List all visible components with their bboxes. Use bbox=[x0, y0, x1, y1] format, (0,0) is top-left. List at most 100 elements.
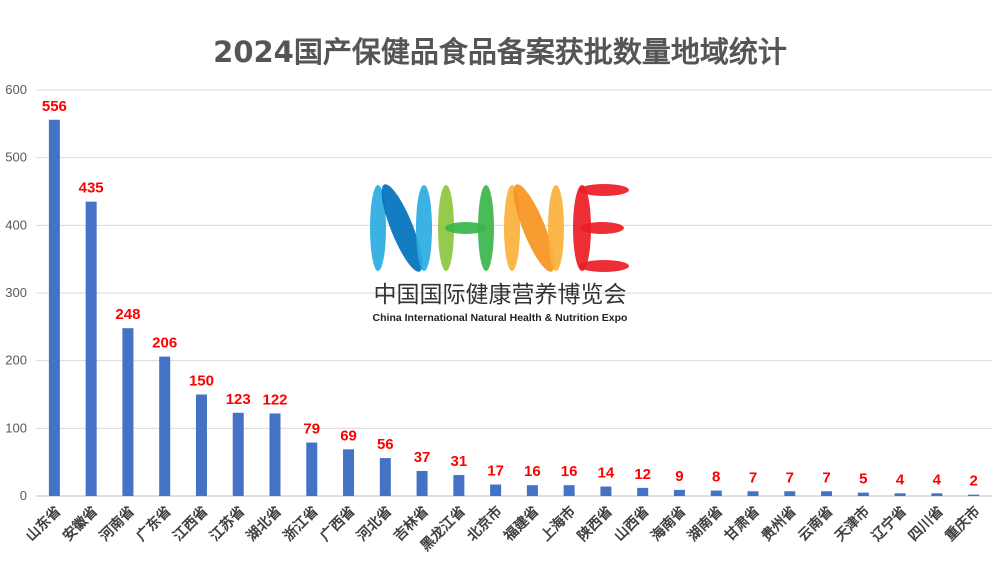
bar bbox=[159, 356, 171, 496]
data-label: 4 bbox=[896, 471, 905, 488]
bar-series bbox=[48, 119, 980, 497]
bar bbox=[379, 458, 391, 496]
data-label: 206 bbox=[152, 335, 177, 352]
data-label: 8 bbox=[712, 469, 720, 486]
data-label: 150 bbox=[189, 373, 214, 390]
logo-h-bar bbox=[445, 222, 487, 234]
y-tick-label: 200 bbox=[5, 353, 27, 368]
logo-n-stroke bbox=[370, 185, 386, 271]
logo-e-bar bbox=[579, 260, 629, 272]
bar bbox=[232, 412, 244, 496]
x-tick-label: 山西省 bbox=[611, 503, 653, 545]
bar bbox=[563, 485, 575, 496]
y-tick-label: 500 bbox=[5, 150, 27, 165]
x-axis: 山东省安徽省河南省广东省江西省江苏省湖北省浙江省广西省河北省吉林省黑龙江省北京市… bbox=[22, 503, 983, 555]
x-tick-label: 河南省 bbox=[96, 503, 138, 545]
x-tick-label: 陕西省 bbox=[574, 503, 616, 545]
logo-e-bar bbox=[580, 222, 624, 234]
data-label: 9 bbox=[675, 468, 683, 485]
data-label: 79 bbox=[303, 421, 320, 438]
x-tick-label: 湖南省 bbox=[684, 503, 726, 545]
x-tick-label: 江西省 bbox=[170, 503, 212, 545]
x-tick-label: 海南省 bbox=[648, 503, 690, 545]
bar bbox=[416, 470, 428, 496]
x-tick-label: 四川省 bbox=[905, 503, 947, 545]
bar bbox=[526, 485, 538, 496]
bar bbox=[48, 119, 60, 497]
bar bbox=[637, 487, 649, 496]
logo-n-stroke bbox=[548, 185, 564, 271]
nhne-logo-mark bbox=[370, 184, 629, 272]
y-tick-label: 600 bbox=[5, 82, 27, 97]
x-tick-label: 广东省 bbox=[133, 503, 175, 545]
bar bbox=[122, 328, 134, 496]
x-tick-label: 河北省 bbox=[353, 503, 395, 545]
bar bbox=[710, 490, 722, 496]
x-tick-label: 安徽省 bbox=[59, 503, 101, 545]
x-tick-label: 北京市 bbox=[464, 503, 506, 545]
data-label: 7 bbox=[822, 469, 830, 486]
x-tick-label: 甘肃省 bbox=[721, 503, 763, 545]
x-tick-label: 山东省 bbox=[22, 503, 64, 545]
y-tick-label: 0 bbox=[20, 488, 27, 503]
data-label: 7 bbox=[749, 469, 757, 486]
chart-title: 2024国产保健品食品备案获批数量地域统计 bbox=[213, 35, 787, 69]
y-tick-label: 100 bbox=[5, 420, 27, 435]
data-label: 16 bbox=[524, 463, 541, 480]
y-tick-label: 300 bbox=[5, 285, 27, 300]
bar bbox=[747, 491, 759, 496]
nhne-logo: 中国国际健康营养博览会 China International Natural … bbox=[370, 184, 629, 324]
bar bbox=[894, 493, 906, 496]
bar bbox=[306, 442, 318, 496]
bar bbox=[453, 475, 465, 496]
data-label: 4 bbox=[933, 471, 942, 488]
bar bbox=[968, 494, 980, 496]
x-tick-label: 云南省 bbox=[795, 503, 837, 545]
bar bbox=[784, 491, 796, 496]
x-tick-label: 辽宁省 bbox=[868, 503, 910, 545]
data-label: 17 bbox=[487, 462, 504, 479]
logo-h-stroke bbox=[478, 185, 494, 271]
logo-name-en: China International Natural Health & Nut… bbox=[373, 312, 628, 324]
logo-n-stroke bbox=[416, 185, 432, 271]
data-label: 122 bbox=[262, 391, 287, 408]
data-label: 12 bbox=[634, 466, 651, 483]
data-label: 14 bbox=[598, 465, 615, 482]
x-tick-label: 广西省 bbox=[317, 503, 359, 545]
data-label: 5 bbox=[859, 471, 867, 488]
y-axis: 0 100 200 300 400 500 600 bbox=[5, 82, 27, 503]
bar bbox=[195, 394, 207, 496]
data-label: 37 bbox=[414, 449, 431, 466]
data-label: 2 bbox=[969, 473, 977, 490]
x-tick-label: 浙江省 bbox=[280, 503, 322, 545]
data-label: 248 bbox=[115, 306, 140, 323]
logo-name-cn: 中国国际健康营养博览会 bbox=[374, 282, 627, 308]
data-label: 16 bbox=[561, 463, 578, 480]
x-tick-label: 重庆市 bbox=[942, 503, 984, 545]
x-tick-label: 贵州省 bbox=[758, 503, 800, 545]
bar bbox=[85, 201, 97, 496]
data-label: 556 bbox=[42, 98, 67, 115]
bar bbox=[490, 484, 502, 496]
data-label: 56 bbox=[377, 436, 394, 453]
data-label: 435 bbox=[79, 180, 104, 197]
bar bbox=[269, 413, 281, 496]
bar bbox=[673, 489, 685, 496]
bar bbox=[931, 493, 943, 496]
data-label: 123 bbox=[226, 391, 251, 408]
data-label: 7 bbox=[786, 469, 794, 486]
data-label: 31 bbox=[451, 453, 468, 470]
bar bbox=[821, 491, 833, 496]
x-tick-label: 江苏省 bbox=[206, 503, 248, 545]
bar bbox=[857, 492, 869, 496]
x-tick-label: 湖北省 bbox=[243, 503, 285, 545]
bar bbox=[343, 449, 355, 496]
x-tick-label: 上海市 bbox=[537, 503, 579, 545]
bar bbox=[600, 486, 612, 496]
data-label: 69 bbox=[340, 427, 357, 444]
logo-e-bar bbox=[579, 184, 629, 196]
logo-n-diagonal bbox=[381, 184, 423, 272]
x-tick-label: 福建省 bbox=[500, 503, 542, 545]
